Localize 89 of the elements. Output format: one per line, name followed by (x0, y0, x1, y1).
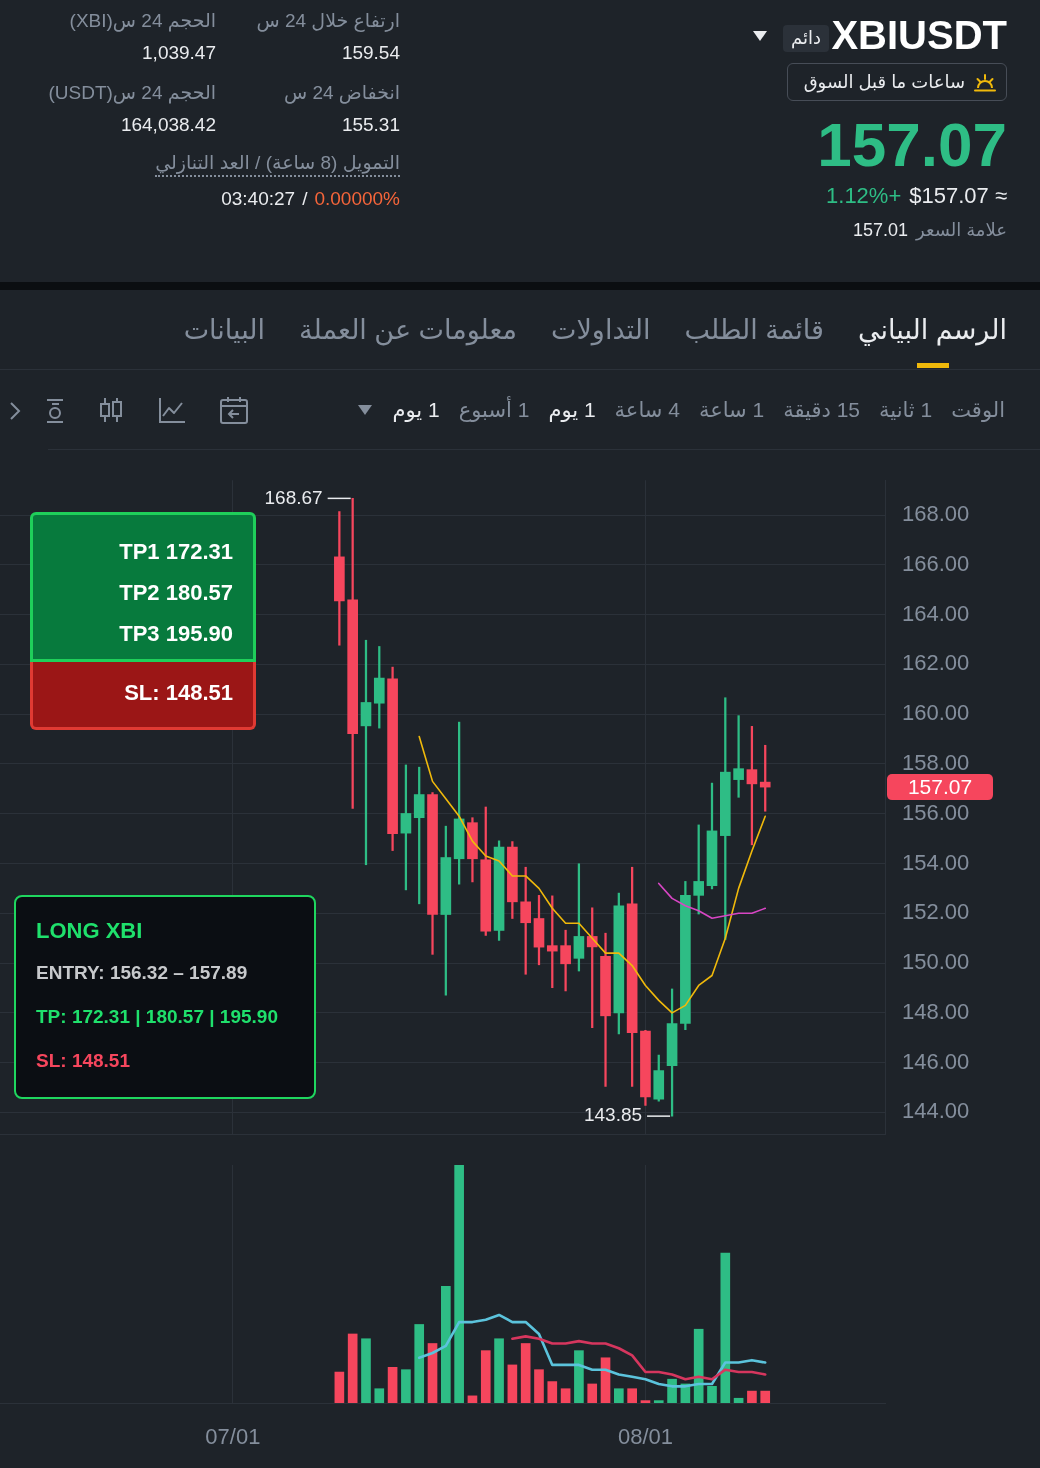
text: علامة السعر (916, 218, 1007, 242)
bar (387, 1366, 398, 1403)
text: 03:40:27 (221, 187, 296, 211)
annotation: TP2 180.57 (118, 579, 233, 607)
annotation: ENTRY: 156.32 – 157.89 (36, 961, 249, 985)
candlestick (733, 715, 744, 798)
annotation: TP1 172.31 (118, 538, 233, 566)
y-tick-label: 164.00 (902, 600, 970, 626)
text: +1.12% (826, 182, 902, 210)
bar (361, 1338, 371, 1403)
y-tick-label: 156.00 (902, 799, 970, 825)
bar (640, 1400, 651, 1403)
bar (653, 1400, 664, 1403)
text: / (302, 187, 308, 211)
y-tick-label: 158.00 (902, 750, 970, 776)
text: 157.07 (817, 109, 1007, 181)
bar (534, 1369, 544, 1403)
y-tick-label: 162.00 (902, 650, 970, 676)
text: 1 يوم (548, 397, 596, 423)
bar (547, 1381, 558, 1403)
text: 0.00000% (314, 187, 400, 211)
y-tick-label: 152.00 (902, 899, 970, 925)
bar (587, 1383, 598, 1403)
text: الحجم 24 س(XBI) (69, 9, 216, 33)
y-tick-label: 148.00 (902, 998, 970, 1024)
bar (441, 1286, 451, 1403)
text: 159.54 (341, 41, 400, 65)
x-tick-label: 08/01 (617, 1424, 673, 1450)
text: 155.31 (341, 113, 400, 137)
text: الحجم 24 س(USDT) (48, 81, 216, 105)
bar (334, 1371, 345, 1403)
text: 15 دقيقة (783, 397, 861, 423)
bar (747, 1390, 757, 1403)
bar (507, 1364, 518, 1403)
text: انخفاض 24 س (283, 81, 400, 105)
text: الرسم البياني (858, 314, 1007, 347)
bar (574, 1350, 584, 1403)
bar (414, 1324, 425, 1403)
bar (733, 1397, 744, 1403)
text: ≈ $157.07 (909, 182, 1007, 210)
text: معلومات عن العملة (299, 314, 518, 347)
text: البيانات (183, 314, 266, 347)
text: 1 أسبوع (458, 397, 530, 423)
y-tick-label: 160.00 (902, 700, 970, 726)
candlestick (560, 929, 571, 992)
bar (494, 1338, 504, 1403)
y-tick-label: 144.00 (902, 1098, 970, 1124)
text: 1 ساعة (698, 397, 765, 423)
text: 1 يوم (392, 397, 440, 423)
bar (520, 1343, 531, 1403)
bar (707, 1386, 717, 1403)
annotation: TP: 172.31 | 180.57 | 195.90 (36, 1005, 279, 1029)
bar (560, 1388, 571, 1403)
bar (627, 1388, 637, 1403)
bar (480, 1350, 491, 1403)
text: الوقت (951, 397, 1005, 423)
bar (454, 1165, 464, 1403)
text: 1,039.47 (142, 41, 216, 65)
text: دائم (782, 24, 829, 52)
bar (760, 1390, 771, 1403)
bar (720, 1252, 731, 1403)
text: 4 ساعة (614, 397, 680, 423)
text: 164,038.42 (120, 113, 216, 137)
annotation: SL: 148.51 (36, 1049, 131, 1073)
text: التمويل (8 ساعة) / العد التنازلي (155, 151, 400, 177)
text: 1 ثانية (879, 397, 933, 423)
bar (614, 1388, 624, 1403)
bar (693, 1328, 704, 1403)
annotation: SL: 148.51 (123, 679, 233, 707)
text: ارتفاع خلال 24 س (256, 9, 400, 33)
annotation: TP3 195.90 (118, 620, 233, 648)
text: XBIUSDT (831, 12, 1007, 59)
y-tick-label: 168.00 (902, 501, 970, 527)
text: التداولات (551, 314, 651, 347)
x-tick-label: 07/01 (205, 1424, 261, 1450)
annotation: LONG XBI (36, 917, 144, 945)
text: 157.07 (907, 774, 973, 798)
y-tick-label: 166.00 (902, 550, 970, 576)
text: 157.01 (853, 218, 909, 242)
bar (347, 1333, 358, 1403)
bar (401, 1369, 411, 1403)
y-tick-label: 154.00 (902, 849, 970, 875)
text: قائمة الطلب (684, 314, 824, 347)
annotation: 143.85 (583, 1104, 643, 1126)
annotation: 168.67 (264, 486, 323, 508)
bar (374, 1388, 385, 1403)
y-tick-label: 150.00 (902, 949, 970, 975)
badge: ساعات ما قبل السوق (787, 63, 1007, 101)
y-tick-label: 146.00 (902, 1048, 970, 1074)
